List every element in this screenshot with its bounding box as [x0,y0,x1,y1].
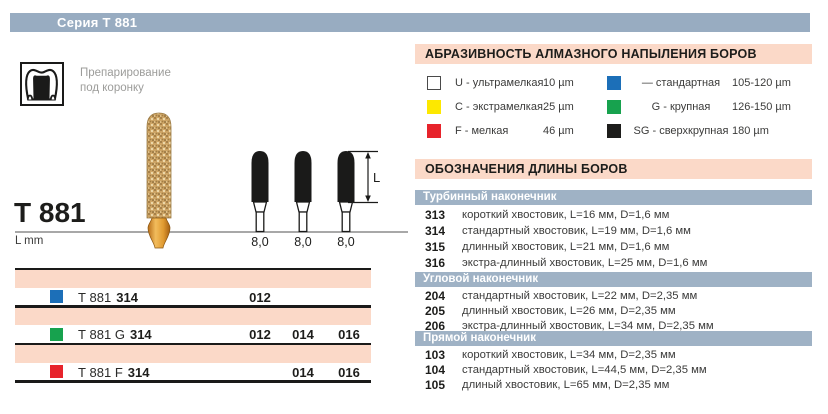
size-016: 016 [338,327,360,342]
shank-code: 206 [424,318,445,333]
bur-silhouette [294,151,312,233]
shank-code: 205 [424,303,445,318]
application-text: Препарирование под коронку [80,66,171,96]
shank-desc: длиный хвостовик, L=65 мм, D=2,35 мм [462,379,670,391]
grit-swatch-extrafine [427,100,441,114]
shank-code: 103 [424,348,445,362]
series-header-bar: Серия Т 881 [10,13,810,32]
product-title: T 881 [14,197,86,228]
shank-desc: длинный хвостовик, L=26 мм, D=2,35 мм [462,304,676,317]
variant-base: Т 881 F [78,364,123,380]
grit-swatch-fine [50,365,63,378]
table-band [15,270,371,288]
grit-swatch-standard [50,290,63,303]
grit-swatch-coarse [50,327,63,341]
grit-size: 25 µm [543,101,574,113]
shank-desc: стандартный хвостовик, L=44,5 мм, D=2,35… [462,364,707,376]
dimension-label: L [373,170,380,185]
variant-shank: 314 [129,327,152,342]
size-012: 012 [249,327,271,342]
shank-code: 314 [424,223,445,238]
size-014: 014 [292,327,314,342]
grit-size: 46 µm [543,125,574,137]
shank-desc: короткий хвостовик, L=34 мм, D=2,35 мм [462,349,676,361]
application-icon-box [20,62,64,106]
abrasiveness-title: АБРАЗИВНОСТЬ АЛМАЗНОГО НАПЫЛЕНИЯ БОРОВ [415,44,812,64]
size-016: 016 [338,364,360,380]
shank-desc: стандартный хвостовик, L=19 мм, D=1,6 мм [462,224,691,237]
grit-size: 180 µm [732,125,769,137]
length-codes-title: ОБОЗНАЧЕНИЯ ДЛИНЫ БОРОВ [415,159,812,179]
bur-silhouette [251,151,269,233]
bur-silhouette [337,151,355,233]
series-title: Серия Т 881 [57,15,138,30]
application-line-1: Препарирование [80,67,171,79]
grit-swatch-supercoarse [607,124,621,138]
grit-swatch-coarse [607,100,621,114]
size-012: 012 [249,289,271,305]
grit-size: 10 µm [543,77,574,89]
shank-code: 316 [424,255,445,270]
section-straight: Прямой наконечник [415,330,812,346]
shank-code: 104 [424,363,445,377]
application-line-2: под коронку [80,82,144,94]
variant-label: Т 881 G 314 [78,327,152,342]
scale-label: L mm [15,235,44,247]
table-rule [15,342,371,345]
variant-shank: 314 [116,289,138,305]
size-014: 014 [292,364,314,380]
grit-label: F - мелкая [455,125,509,137]
shank-desc: экстра-длинный хвостовик, L=25 мм, D=1,6… [462,256,708,269]
section-angular: Угловой наконечник [415,271,812,287]
bur-diagram: L [15,112,408,249]
working-length-value: 8,0 [294,235,312,249]
working-length-value: 8,0 [337,235,355,249]
working-length-value: 8,0 [251,235,269,249]
table-rule [15,267,371,270]
grit-size: 126-150 µm [732,101,791,113]
grit-label: U - ультрамелкая [455,77,544,89]
length-dimension-arrow [348,150,378,204]
variant-label: Т 881 F 314 [78,365,150,380]
section-turbine: Турбинный наконечник [415,190,812,205]
table-band [15,345,371,363]
variant-shank: 314 [127,364,150,380]
shank-code: 204 [424,288,445,303]
grit-label: — стандартная [641,77,721,89]
shank-code: 315 [424,239,445,254]
diamond-bur-image [146,112,172,249]
grit-swatch-standard [607,76,621,90]
grit-label: SG - сверхкрупная [633,125,729,137]
table-rule [15,380,371,383]
grit-swatch-fine [427,124,441,138]
shank-code: 105 [424,378,445,392]
table-band [15,307,371,325]
variant-base: Т 881 [78,289,112,305]
shank-desc: длинный хвостовик, L=21 мм, D=1,6 мм [462,240,670,253]
variant-label: Т 881 314 [78,290,138,305]
table-rule [15,305,371,308]
shank-code: 313 [424,207,445,222]
variant-base: Т 881 G [78,327,125,342]
shank-desc: короткий хвостовик, L=16 мм, D=1,6 мм [462,208,670,221]
grit-swatch-ultrafine [427,76,441,90]
grit-size: 105-120 µm [732,77,791,89]
grit-label: C - экстрамелкая [455,101,543,113]
tooth-crown-icon [25,68,58,101]
shank-desc: стандартный хвостовик, L=22 мм, D=2,35 м… [462,289,698,302]
shank-desc: экстра-длинный хвостовик, L=34 мм, D=2,3… [462,319,714,332]
grit-label: G - крупная [651,101,711,113]
